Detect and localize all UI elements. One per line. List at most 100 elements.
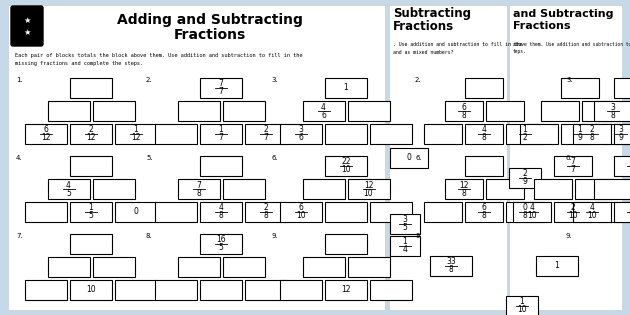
Bar — [245, 202, 287, 222]
Text: 2: 2 — [263, 203, 268, 213]
Text: 3: 3 — [610, 102, 615, 112]
Text: and Subtracting: and Subtracting — [513, 9, 614, 19]
Bar — [245, 280, 287, 300]
Bar — [155, 280, 197, 300]
Text: 1: 1 — [343, 83, 348, 93]
Bar — [325, 202, 367, 222]
Bar — [614, 202, 630, 222]
Bar — [325, 78, 367, 98]
Text: 4.: 4. — [16, 155, 23, 161]
Bar — [534, 179, 571, 199]
Bar — [25, 202, 67, 222]
Text: 10: 10 — [527, 211, 537, 220]
Text: Fractions: Fractions — [393, 20, 454, 32]
Text: Each pair of blocks totals the block above them. Use addition and subtraction to: Each pair of blocks totals the block abo… — [15, 54, 302, 59]
Text: 10: 10 — [341, 165, 351, 175]
Text: Fractions: Fractions — [513, 21, 571, 31]
Bar — [424, 202, 462, 222]
Bar — [486, 179, 524, 199]
Text: 4: 4 — [403, 245, 408, 255]
Bar — [390, 148, 428, 168]
Text: 3.: 3. — [271, 77, 278, 83]
Text: 33: 33 — [446, 257, 456, 266]
Text: 8: 8 — [449, 266, 454, 274]
Bar — [245, 124, 287, 144]
Text: 5: 5 — [66, 188, 71, 198]
Bar — [155, 202, 197, 222]
Text: 6: 6 — [461, 102, 466, 112]
Bar — [561, 124, 599, 144]
Bar — [25, 124, 67, 144]
Text: 4: 4 — [219, 203, 224, 213]
Bar — [575, 179, 612, 199]
Bar — [348, 101, 389, 121]
Bar — [614, 156, 630, 176]
Bar — [325, 124, 367, 144]
Bar — [70, 280, 112, 300]
Bar — [155, 124, 197, 144]
Bar — [536, 256, 578, 276]
Text: 2: 2 — [263, 125, 268, 135]
Bar — [70, 78, 112, 98]
Text: 7: 7 — [571, 158, 575, 167]
Text: 8: 8 — [461, 188, 466, 198]
Bar — [465, 78, 503, 98]
Bar — [465, 124, 503, 144]
Text: 10: 10 — [587, 211, 597, 220]
Bar — [614, 124, 630, 144]
Text: 9: 9 — [522, 177, 527, 186]
Bar — [70, 202, 112, 222]
Text: 3.: 3. — [566, 77, 573, 83]
Text: 1: 1 — [403, 238, 408, 247]
Bar — [509, 168, 541, 188]
Text: 7: 7 — [263, 134, 268, 142]
Text: 3: 3 — [299, 125, 304, 135]
Text: 3: 3 — [403, 215, 408, 225]
Bar — [389, 5, 507, 310]
Bar — [325, 156, 367, 176]
Bar — [325, 234, 367, 254]
Text: 10: 10 — [86, 285, 96, 295]
Bar — [465, 202, 503, 222]
Bar — [602, 124, 630, 144]
Text: Fractions: Fractions — [174, 28, 246, 42]
Bar — [302, 179, 345, 199]
Text: ★: ★ — [23, 27, 31, 37]
Bar — [47, 257, 89, 277]
Bar — [302, 101, 345, 121]
Text: 2: 2 — [523, 169, 527, 179]
Text: 6: 6 — [299, 134, 304, 142]
Text: 10: 10 — [364, 188, 374, 198]
Bar — [222, 179, 265, 199]
Text: . Use addition and subtraction to fill in the: . Use addition and subtraction to fill i… — [393, 42, 522, 47]
Bar — [370, 280, 412, 300]
Text: 10: 10 — [568, 211, 578, 220]
Text: 10: 10 — [628, 165, 630, 175]
Text: 1: 1 — [219, 125, 224, 135]
Text: 8.: 8. — [146, 233, 152, 239]
Text: 7: 7 — [571, 165, 575, 175]
Text: 2: 2 — [590, 125, 594, 135]
Text: 8: 8 — [481, 211, 486, 220]
Bar — [302, 257, 345, 277]
Bar — [178, 101, 219, 121]
Bar — [424, 124, 462, 144]
Bar — [47, 179, 89, 199]
Bar — [200, 124, 242, 144]
Text: 12: 12 — [86, 134, 96, 142]
Text: 4: 4 — [530, 203, 534, 213]
Bar — [554, 156, 592, 176]
Text: 6.: 6. — [566, 155, 573, 161]
Text: 3: 3 — [619, 125, 624, 135]
Text: 12: 12 — [41, 134, 51, 142]
Text: 6.: 6. — [271, 155, 278, 161]
Text: 1: 1 — [134, 125, 139, 135]
Text: ★: ★ — [23, 15, 31, 25]
Text: 1: 1 — [523, 125, 527, 135]
Text: 4: 4 — [66, 180, 71, 190]
Text: 9: 9 — [619, 134, 624, 142]
Bar — [93, 179, 134, 199]
Bar — [325, 280, 367, 300]
Text: 0: 0 — [134, 208, 139, 216]
Bar — [200, 78, 242, 98]
